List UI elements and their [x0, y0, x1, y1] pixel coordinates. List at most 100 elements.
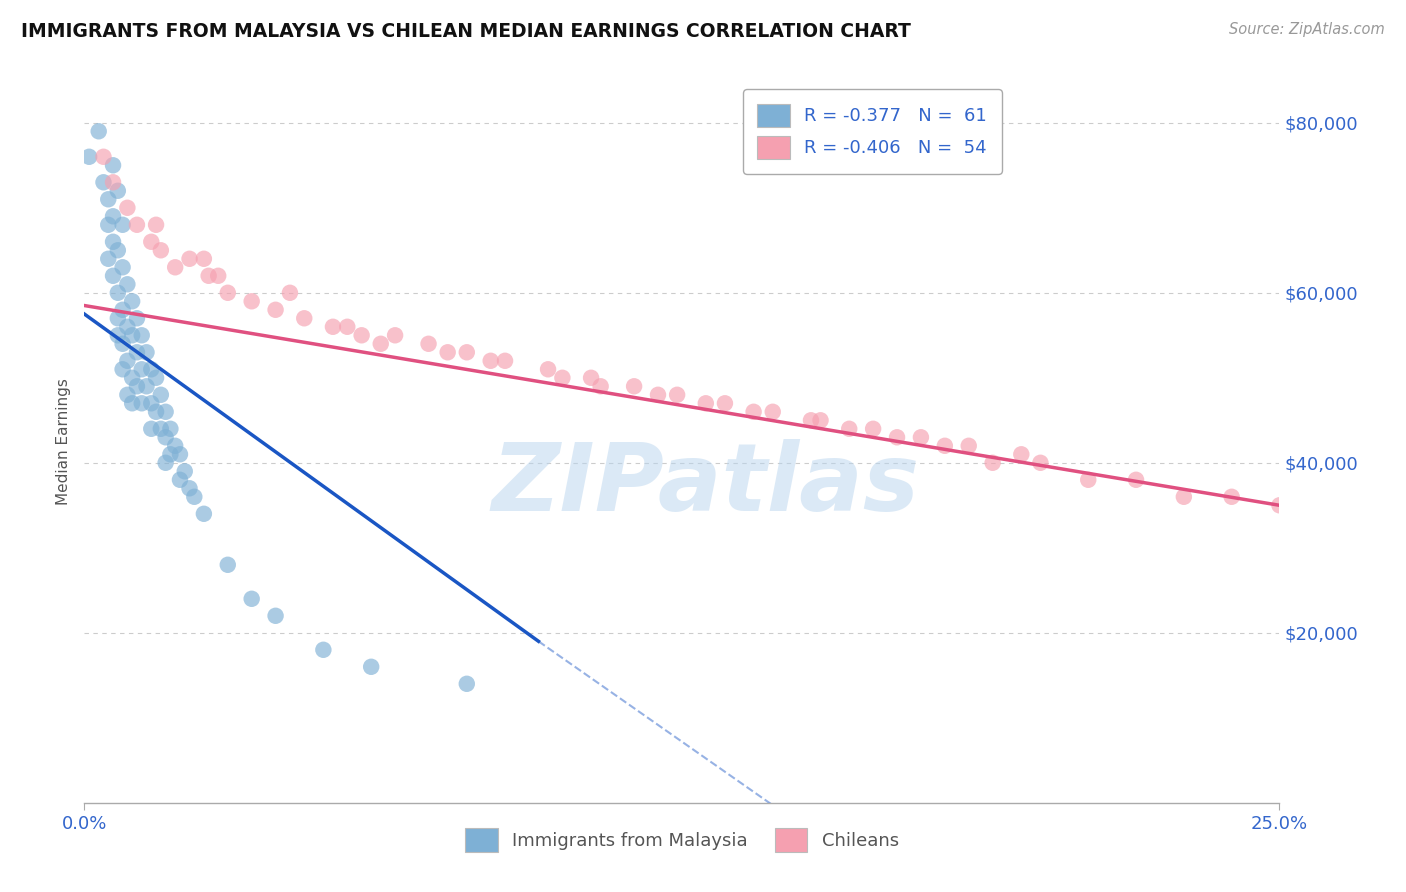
Point	[1173, 490, 1195, 504]
Point	[141, 235, 163, 249]
Point	[207, 268, 229, 283]
Point	[131, 362, 153, 376]
Point	[121, 294, 143, 309]
Point	[264, 302, 287, 317]
Point	[149, 244, 172, 258]
Point	[155, 430, 177, 444]
Point	[292, 311, 315, 326]
Point	[1125, 473, 1147, 487]
Point	[217, 558, 239, 572]
Point	[800, 413, 823, 427]
Point	[159, 422, 181, 436]
Point	[117, 353, 139, 368]
Point	[145, 218, 167, 232]
Point	[135, 379, 157, 393]
Point	[173, 464, 195, 478]
Point	[107, 285, 129, 300]
Point	[111, 218, 134, 232]
Point	[479, 353, 502, 368]
Y-axis label: Median Earnings: Median Earnings	[56, 378, 72, 505]
Point	[169, 473, 191, 487]
Point	[934, 439, 956, 453]
Point	[436, 345, 458, 359]
Point	[714, 396, 737, 410]
Point	[111, 260, 134, 275]
Point	[179, 252, 201, 266]
Point	[240, 294, 263, 309]
Point	[149, 422, 172, 436]
Point	[101, 235, 124, 249]
Point	[264, 608, 287, 623]
Point	[135, 345, 157, 359]
Point	[456, 677, 478, 691]
Point	[647, 388, 669, 402]
Point	[193, 252, 215, 266]
Point	[101, 175, 124, 189]
Point	[77, 150, 100, 164]
Point	[1077, 473, 1099, 487]
Point	[494, 353, 516, 368]
Point	[579, 371, 602, 385]
Point	[101, 268, 124, 283]
Point	[886, 430, 908, 444]
Point	[1268, 498, 1291, 512]
Point	[117, 201, 139, 215]
Point	[111, 302, 134, 317]
Point	[551, 371, 574, 385]
Point	[197, 268, 219, 283]
Point	[742, 405, 765, 419]
Point	[217, 285, 239, 300]
Point	[193, 507, 215, 521]
Point	[93, 150, 115, 164]
Text: IMMIGRANTS FROM MALAYSIA VS CHILEAN MEDIAN EARNINGS CORRELATION CHART: IMMIGRANTS FROM MALAYSIA VS CHILEAN MEDI…	[21, 22, 911, 41]
Point	[418, 336, 440, 351]
Point	[111, 336, 134, 351]
Point	[145, 371, 167, 385]
Point	[141, 422, 163, 436]
Point	[623, 379, 645, 393]
Point	[97, 218, 120, 232]
Point	[350, 328, 373, 343]
Point	[762, 405, 785, 419]
Point	[121, 328, 143, 343]
Point	[131, 396, 153, 410]
Point	[169, 447, 191, 461]
Point	[1029, 456, 1052, 470]
Point	[910, 430, 932, 444]
Point	[370, 336, 392, 351]
Point	[101, 158, 124, 172]
Point	[537, 362, 560, 376]
Text: Source: ZipAtlas.com: Source: ZipAtlas.com	[1229, 22, 1385, 37]
Point	[155, 405, 177, 419]
Point	[360, 660, 382, 674]
Point	[336, 319, 359, 334]
Point	[141, 362, 163, 376]
Point	[117, 388, 139, 402]
Point	[125, 311, 148, 326]
Point	[589, 379, 612, 393]
Point	[981, 456, 1004, 470]
Point	[183, 490, 205, 504]
Point	[838, 422, 860, 436]
Point	[125, 218, 148, 232]
Point	[97, 252, 120, 266]
Point	[278, 285, 301, 300]
Point	[165, 439, 187, 453]
Point	[159, 447, 181, 461]
Point	[322, 319, 344, 334]
Point	[155, 456, 177, 470]
Point	[456, 345, 478, 359]
Point	[111, 362, 134, 376]
Point	[107, 328, 129, 343]
Point	[125, 379, 148, 393]
Point	[240, 591, 263, 606]
Text: ZIPatlas: ZIPatlas	[492, 439, 920, 531]
Point	[862, 422, 884, 436]
Point	[179, 481, 201, 495]
Point	[384, 328, 406, 343]
Point	[107, 311, 129, 326]
Point	[141, 396, 163, 410]
Point	[1220, 490, 1243, 504]
Point	[121, 396, 143, 410]
Point	[97, 192, 120, 206]
